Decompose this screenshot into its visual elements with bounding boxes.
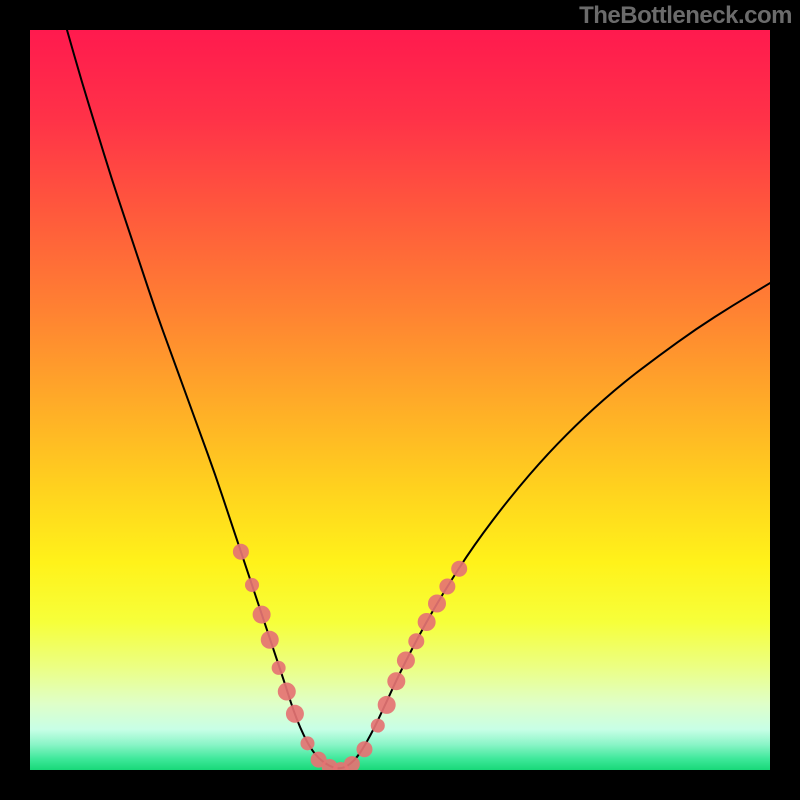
data-marker	[278, 683, 296, 701]
data-marker	[261, 631, 279, 649]
data-marker	[439, 578, 455, 594]
data-marker	[356, 741, 372, 757]
data-marker	[272, 661, 286, 675]
plot-area	[30, 30, 770, 770]
data-marker	[301, 736, 315, 750]
data-marker	[286, 705, 304, 723]
data-marker	[245, 578, 259, 592]
watermark-text: TheBottleneck.com	[579, 2, 792, 30]
chart-svg	[30, 30, 770, 770]
data-marker	[233, 544, 249, 560]
data-marker	[408, 633, 424, 649]
data-marker	[371, 719, 385, 733]
data-marker	[253, 606, 271, 624]
chart-frame: TheBottleneck.com	[0, 0, 800, 800]
data-marker	[451, 561, 467, 577]
data-marker	[397, 651, 415, 669]
data-marker	[428, 595, 446, 613]
data-marker	[418, 613, 436, 631]
data-marker	[378, 696, 396, 714]
data-marker	[387, 672, 405, 690]
